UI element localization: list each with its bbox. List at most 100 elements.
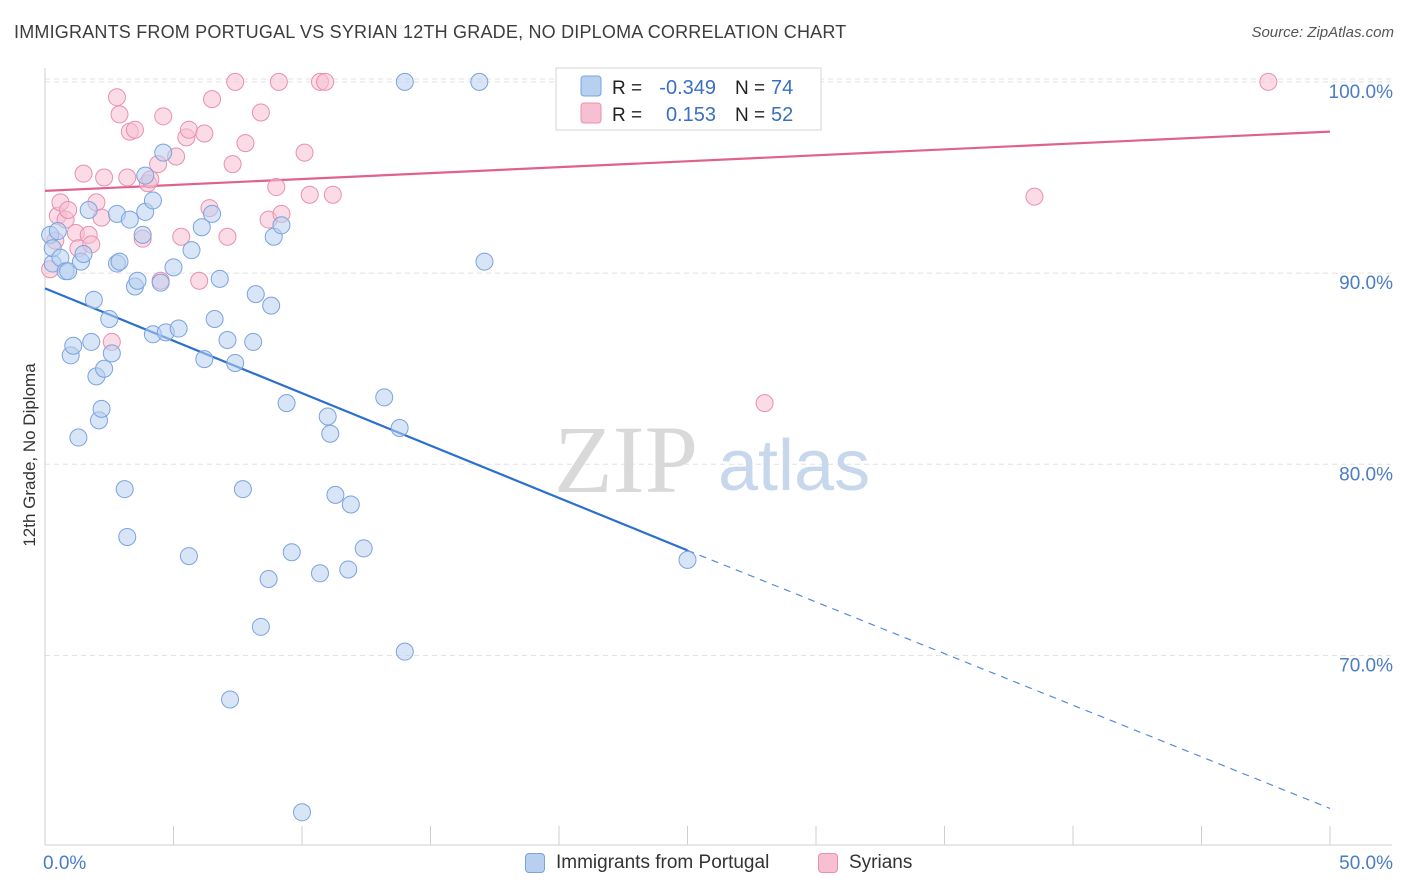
stats-n-label-blue: N = — [735, 78, 765, 99]
point-portugal — [251, 617, 270, 636]
point-portugal — [136, 166, 155, 185]
point-portugal — [59, 262, 78, 281]
point-portugal — [341, 495, 360, 514]
legend-swatch-syrians — [818, 853, 838, 873]
trend-line-syrians — [44, 130, 1331, 192]
point-portugal — [390, 418, 409, 437]
point-portugal — [179, 547, 198, 566]
legend-item-portugal: Immigrants from Portugal — [525, 852, 769, 874]
stats-r-value-blue: -0.349 — [659, 77, 716, 99]
point-syrians — [110, 105, 129, 124]
point-syrians — [179, 120, 198, 139]
point-portugal — [79, 201, 98, 220]
point-syrians — [323, 185, 342, 204]
point-portugal — [48, 222, 67, 241]
point-portugal — [339, 560, 358, 579]
point-portugal — [120, 210, 139, 229]
point-portugal — [293, 803, 311, 822]
point-syrians — [295, 143, 314, 162]
stats-n-value-pink: 52 — [771, 104, 793, 126]
point-portugal — [246, 285, 265, 304]
point-portugal — [221, 690, 240, 709]
data-points — [41, 72, 1278, 822]
point-portugal — [210, 269, 229, 288]
point-syrians — [236, 134, 255, 153]
point-syrians — [203, 90, 222, 109]
y-tick-label: 100.0% — [1329, 82, 1394, 103]
point-portugal — [128, 271, 147, 290]
point-syrians — [251, 103, 270, 122]
source-label: Source: ZipAtlas.com — [1251, 24, 1394, 41]
point-portugal — [262, 296, 281, 315]
point-syrians — [59, 201, 78, 220]
point-portugal — [95, 359, 114, 378]
watermark: ZIP atlas — [554, 406, 870, 513]
point-portugal — [318, 407, 337, 426]
legend-label-syrians: Syrians — [849, 852, 913, 873]
point-syrians — [74, 164, 93, 183]
point-syrians — [118, 168, 137, 187]
point-portugal — [143, 191, 162, 210]
stats-swatch-pink — [580, 102, 602, 124]
point-syrians — [154, 107, 173, 126]
point-portugal — [115, 480, 134, 499]
stats-r-label-blue: R = — [612, 78, 642, 99]
point-syrians — [223, 155, 242, 174]
point-portugal — [82, 332, 101, 351]
point-syrians — [269, 72, 288, 91]
point-portugal — [192, 218, 211, 237]
point-syrians — [300, 185, 319, 204]
legend-item-syrians: Syrians — [818, 852, 912, 874]
point-portugal — [326, 485, 345, 504]
y-tick-label: 90.0% — [1339, 273, 1393, 294]
point-portugal — [154, 143, 173, 162]
point-syrians — [125, 120, 144, 139]
point-portugal — [272, 216, 291, 235]
point-portugal — [100, 309, 119, 328]
watermark-atlas: atlas — [718, 426, 870, 506]
point-portugal — [151, 273, 170, 292]
point-portugal — [226, 353, 245, 372]
point-syrians — [107, 88, 126, 107]
point-portugal — [102, 344, 121, 363]
point-portugal — [475, 252, 494, 271]
stats-swatch-blue — [580, 75, 602, 97]
point-portugal — [64, 336, 83, 355]
y-tick-label: 70.0% — [1339, 656, 1393, 677]
stats-r-label-pink: R = — [612, 105, 642, 126]
point-syrians — [755, 394, 774, 413]
point-syrians — [172, 227, 191, 246]
point-syrians — [195, 124, 214, 143]
point-syrians — [1259, 72, 1278, 91]
point-portugal — [321, 424, 340, 443]
point-syrians — [316, 72, 335, 91]
point-syrians — [218, 227, 237, 246]
x-tick-label: 50.0% — [1339, 853, 1393, 874]
stats-n-value-blue: 74 — [771, 77, 793, 99]
y-tick-label: 80.0% — [1339, 464, 1393, 485]
chart-title: IMMIGRANTS FROM PORTUGAL VS SYRIAN 12TH … — [14, 22, 847, 42]
point-portugal — [84, 290, 103, 309]
point-portugal — [277, 394, 296, 413]
point-syrians — [190, 271, 209, 290]
legend-swatch-portugal — [525, 853, 545, 873]
point-portugal — [182, 241, 201, 260]
point-portugal — [470, 72, 489, 91]
point-portugal — [395, 72, 414, 91]
tick-labels: 70.0% 80.0% 90.0% 100.0% 0.0% 50.0% — [43, 82, 1393, 874]
grid — [45, 78, 1392, 656]
point-portugal — [69, 428, 88, 447]
point-portugal — [310, 564, 329, 583]
point-portugal — [169, 319, 188, 338]
point-syrians — [95, 168, 114, 187]
point-syrians — [1025, 187, 1044, 206]
point-portugal — [282, 543, 301, 562]
point-portugal — [195, 350, 214, 369]
point-portugal — [678, 550, 697, 569]
point-portugal — [92, 399, 111, 418]
point-portugal — [110, 252, 129, 271]
point-syrians — [267, 178, 286, 197]
point-portugal — [118, 527, 137, 546]
legend: Immigrants from Portugal Syrians — [0, 852, 1406, 878]
axes — [44, 68, 1392, 846]
